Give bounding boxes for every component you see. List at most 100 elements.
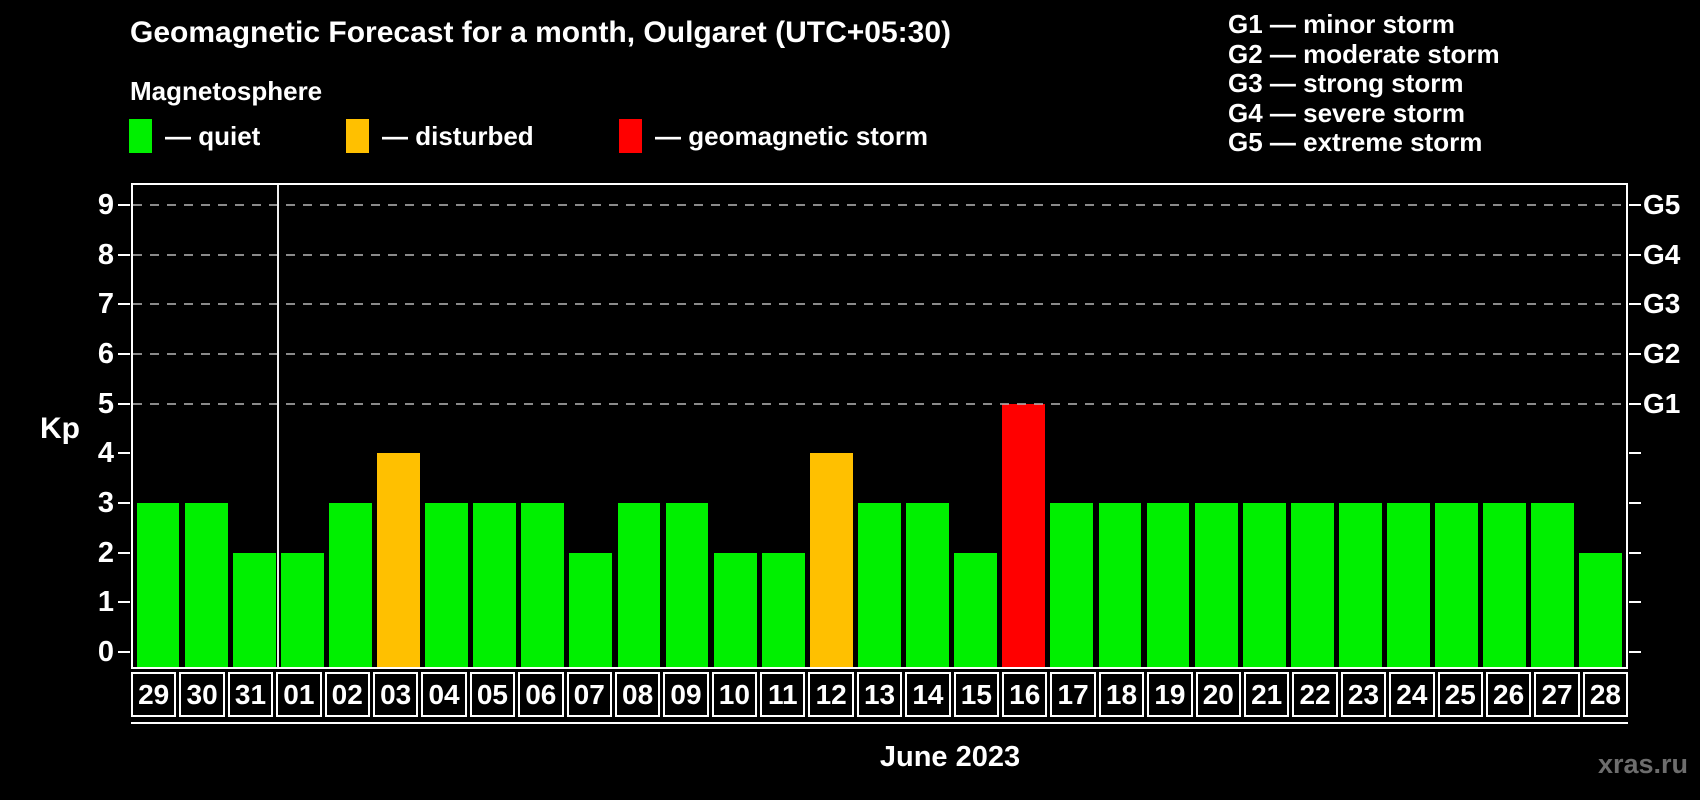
day-label-cell: 09 (663, 672, 709, 717)
kp-bar (425, 503, 468, 667)
day-label-cell: 24 (1389, 672, 1435, 717)
day-label-cell: 12 (808, 672, 854, 717)
bar-slot (1529, 185, 1577, 667)
kp-bar (473, 503, 517, 667)
bar-slot (230, 185, 278, 667)
kp-bar (617, 503, 661, 667)
legend-item-storm: — geomagnetic storm (619, 118, 928, 154)
kp-bar (569, 552, 613, 667)
y-tick (118, 352, 130, 355)
kp-bar (906, 503, 949, 667)
kp-bar (1435, 503, 1478, 667)
bar-slot (1144, 185, 1192, 667)
y-tick-label: 5 (97, 387, 114, 420)
kp-bar (665, 503, 709, 667)
x-axis-baseline (131, 722, 1628, 724)
kp-bar (377, 453, 420, 667)
kp-bar (1242, 503, 1286, 667)
bar-slot (663, 185, 711, 667)
kp-bar (1002, 403, 1046, 667)
month-boundary-line (277, 185, 280, 667)
y-tick-label: 1 (97, 586, 114, 619)
day-label-cell: 11 (760, 672, 806, 717)
gridline (133, 402, 1626, 405)
day-label-cell: 27 (1534, 672, 1580, 717)
g-legend-line: G4 — severe storm (1228, 97, 1466, 128)
bar-slot (615, 185, 663, 667)
bar-slot (1288, 185, 1336, 667)
day-label-cell: 31 (227, 672, 274, 717)
kp-bar (1098, 503, 1142, 667)
day-label-cell: 03 (372, 672, 419, 717)
g-axis-label: G5 (1643, 188, 1681, 220)
bar-slot (374, 185, 422, 667)
day-label-cell: 05 (469, 672, 516, 717)
kp-bar (280, 552, 324, 667)
bar-slot (1384, 185, 1432, 667)
g-axis-label: G2 (1643, 337, 1681, 369)
kp-bar (1194, 503, 1238, 667)
y-tick (118, 601, 130, 604)
bar-slot (1481, 185, 1529, 667)
day-label-cell: 28 (1582, 672, 1629, 717)
y-tick-label: 4 (97, 437, 114, 470)
day-label-cell: 21 (1243, 672, 1290, 717)
day-label-cell: 02 (324, 672, 370, 717)
day-label-cell: 30 (179, 672, 225, 717)
y-tick (118, 203, 130, 206)
kp-bar (184, 503, 228, 667)
day-labels-row: 29 30 31 01 02 03 04 05 06 07 08 09 10 11 12 13 14 15 16 17… (131, 672, 1629, 717)
bar-slot (711, 185, 759, 667)
bar-slot (471, 185, 519, 667)
y-tick-label: 9 (97, 188, 114, 221)
g-axis-label: G1 (1643, 387, 1681, 419)
bar-slot (759, 185, 807, 667)
legend-swatch-quiet (129, 119, 152, 153)
y-tick-right (1629, 651, 1641, 654)
y-tick (118, 253, 130, 256)
kp-bar (1387, 503, 1430, 667)
bar-slot (278, 185, 326, 667)
bar-slot (1000, 185, 1048, 667)
y-tick-label: 0 (97, 636, 114, 669)
plot-area: 0 1 2 3 4 5 6 7 8 9 G1 G2 G3 G4 G5 (98, 183, 1680, 669)
watermark-xras: xras.ru (1597, 749, 1688, 779)
y-tick-right (1629, 253, 1641, 256)
bar-slot (423, 185, 471, 667)
bar-slot (567, 185, 615, 667)
g-legend-line: G3 — strong storm (1228, 68, 1464, 98)
legend-item-quiet: — quiet (129, 118, 260, 154)
legend-item-label: — geomagnetic storm (655, 120, 929, 151)
day-label-cell: 07 (566, 672, 612, 717)
bar-slot (1192, 185, 1240, 667)
kp-bar (858, 503, 901, 667)
y-tick (118, 651, 130, 654)
day-label-cell: 26 (1485, 672, 1532, 717)
y-tick-right (1629, 352, 1641, 355)
kp-bar (232, 552, 276, 667)
day-label-cell: 10 (711, 672, 758, 717)
bar-slot (326, 185, 374, 667)
y-tick-right (1629, 502, 1641, 505)
bar-slot (807, 185, 855, 667)
y-tick-label: 6 (97, 337, 114, 370)
y-tick (118, 452, 130, 455)
g-legend-line: G5 — extreme storm (1228, 127, 1483, 157)
bar-slot (855, 185, 903, 667)
bar-slot (1433, 185, 1481, 667)
kp-bar (1531, 503, 1575, 667)
kp-bar (713, 552, 757, 667)
y-tick (118, 551, 130, 554)
day-label-cell: 13 (856, 672, 903, 717)
y-tick-label: 2 (97, 536, 114, 569)
kp-bar (809, 453, 853, 667)
day-label-cell: 29 (131, 672, 177, 717)
y-tick-label: 3 (97, 487, 114, 520)
day-label-cell: 15 (953, 672, 1000, 717)
day-label-cell: 16 (1002, 672, 1048, 717)
day-label-cell: 19 (1147, 672, 1193, 717)
day-label-cell: 22 (1292, 672, 1338, 717)
kp-bar (1579, 552, 1623, 667)
g-axis-label: G4 (1643, 238, 1681, 270)
gridline (133, 203, 1626, 206)
